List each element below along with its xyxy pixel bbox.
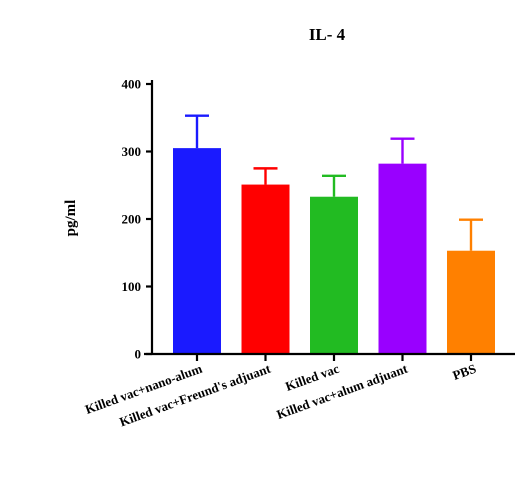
y-ticks-layer: 0 100 200 300 400 bbox=[122, 77, 152, 362]
error-bars-layer bbox=[185, 114, 483, 251]
chart-title: IL- 4 bbox=[309, 25, 346, 44]
y-tick-label: 0 bbox=[135, 347, 142, 362]
bar bbox=[173, 148, 221, 354]
y-tick-label: 100 bbox=[122, 279, 142, 294]
bar bbox=[310, 196, 358, 354]
y-tick-label: 200 bbox=[122, 212, 142, 227]
bar bbox=[447, 250, 495, 354]
y-axis-label: pg/ml bbox=[63, 200, 79, 237]
bar bbox=[378, 163, 427, 354]
y-tick-label: 300 bbox=[122, 144, 142, 159]
bars-layer bbox=[173, 148, 495, 354]
y-tick-label: 400 bbox=[122, 77, 142, 92]
bar bbox=[241, 184, 290, 354]
x-tick-label: PBS bbox=[450, 361, 478, 383]
